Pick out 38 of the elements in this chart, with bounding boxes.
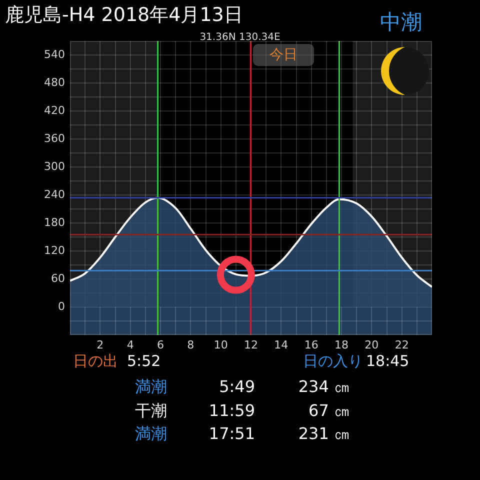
text: 17:51 <box>208 424 255 443</box>
text: 11:59 <box>208 400 255 420</box>
text: 18:45 <box>366 352 410 370</box>
x-tick-label: 22 <box>394 338 409 352</box>
y-tick-label: 180 <box>44 216 65 229</box>
text: 満潮 <box>135 377 167 396</box>
y-tick-label: 0 <box>58 300 65 313</box>
x-tick-label: 4 <box>126 338 134 352</box>
y-tick-label: 480 <box>44 76 65 89</box>
text: 67 ㎝ <box>308 400 350 420</box>
text: 日の入り <box>303 352 363 370</box>
x-tick-label: 18 <box>334 338 348 352</box>
x-tick-label: 12 <box>244 338 258 352</box>
x-tick-label: 16 <box>304 338 318 352</box>
x-tick-label: 8 <box>187 338 194 352</box>
x-tick-label: 6 <box>157 338 164 352</box>
text: 231 ㎝ <box>298 424 350 443</box>
text: 満潮 <box>135 424 167 443</box>
y-tick-label: 540 <box>44 48 65 61</box>
y-tick-label: 420 <box>44 104 65 117</box>
button: 今日 <box>253 44 314 66</box>
text: 5:49 <box>219 377 255 396</box>
x-tick-label: 20 <box>364 338 379 352</box>
text: 日の出 <box>73 352 118 370</box>
y-tick-label: 360 <box>44 132 65 145</box>
text: 干潮 <box>135 400 167 420</box>
x-tick-label: 10 <box>214 338 228 352</box>
text: 中潮 <box>380 10 422 34</box>
chart-title: 鹿児島-H4 2018年4月13日 <box>5 4 243 26</box>
y-tick-label: 240 <box>44 188 65 201</box>
y-tick-label: 120 <box>44 244 65 257</box>
y-tick-label: 60 <box>51 272 65 285</box>
y-tick-label: 300 <box>44 160 65 173</box>
x-tick-label: 2 <box>96 338 104 352</box>
text: 5:52 <box>127 352 161 370</box>
x-tick-label: 14 <box>274 338 288 352</box>
text: 234 ㎝ <box>298 377 350 396</box>
chart-subtitle: 31.36N 130.34E <box>200 32 280 43</box>
